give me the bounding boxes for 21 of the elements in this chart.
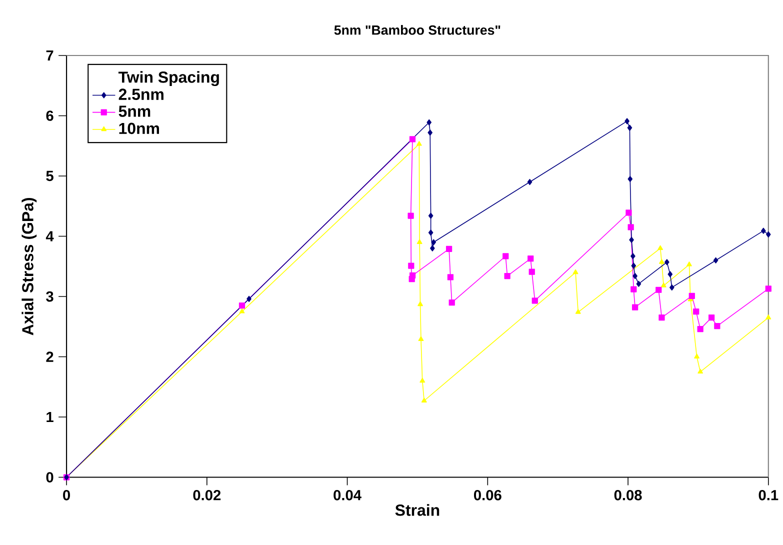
y-tick-label: 6	[46, 110, 54, 121]
legend-title: Twin Spacing	[118, 71, 219, 86]
y-tick-label: 1	[46, 412, 54, 422]
y-tick-label: 5	[46, 170, 54, 182]
x-tick-label: 0.1	[758, 490, 778, 500]
x-tick-label: 0	[63, 490, 70, 500]
x-tick-label: 0.04	[334, 490, 362, 500]
x-tick-label: 0.06	[474, 490, 502, 500]
legend-label: 2.5nm	[118, 88, 164, 100]
y-tick-label: 0	[46, 472, 54, 483]
x-tick-label: 0.08	[614, 490, 642, 500]
y-tick-label: 4	[46, 231, 54, 242]
legend-label: 5nm	[118, 106, 150, 117]
x-axis-title: Strain	[395, 504, 440, 516]
y-tick-label: 3	[46, 291, 54, 302]
y-tick-label: 2	[46, 352, 54, 362]
x-tick-label: 0.02	[193, 490, 221, 500]
chart-title: 5nm "Bamboo Structures"	[334, 25, 500, 35]
y-axis-title: Axial Stress (GPa)	[22, 198, 37, 336]
y-tick-label: 7	[46, 50, 54, 61]
legend-label: 10nm	[119, 122, 159, 134]
